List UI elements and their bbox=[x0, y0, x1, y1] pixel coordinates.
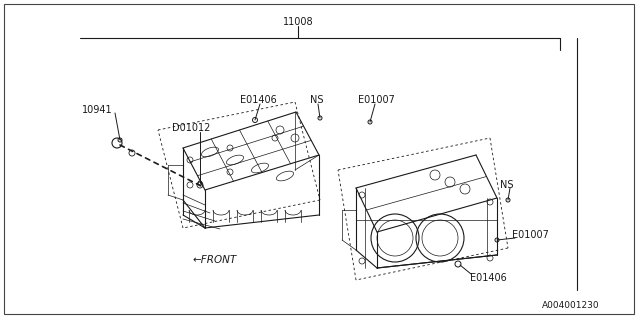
Text: A004001230: A004001230 bbox=[542, 300, 600, 309]
Text: D01012: D01012 bbox=[172, 123, 211, 133]
Text: ←FRONT: ←FRONT bbox=[192, 255, 236, 265]
Text: E01007: E01007 bbox=[512, 230, 549, 240]
Text: NS: NS bbox=[310, 95, 323, 105]
Text: E01007: E01007 bbox=[358, 95, 395, 105]
Text: NS: NS bbox=[500, 180, 513, 190]
Text: E01406: E01406 bbox=[240, 95, 276, 105]
Text: E01406: E01406 bbox=[470, 273, 507, 283]
Text: 11008: 11008 bbox=[283, 17, 314, 27]
Text: 10941: 10941 bbox=[82, 105, 113, 115]
